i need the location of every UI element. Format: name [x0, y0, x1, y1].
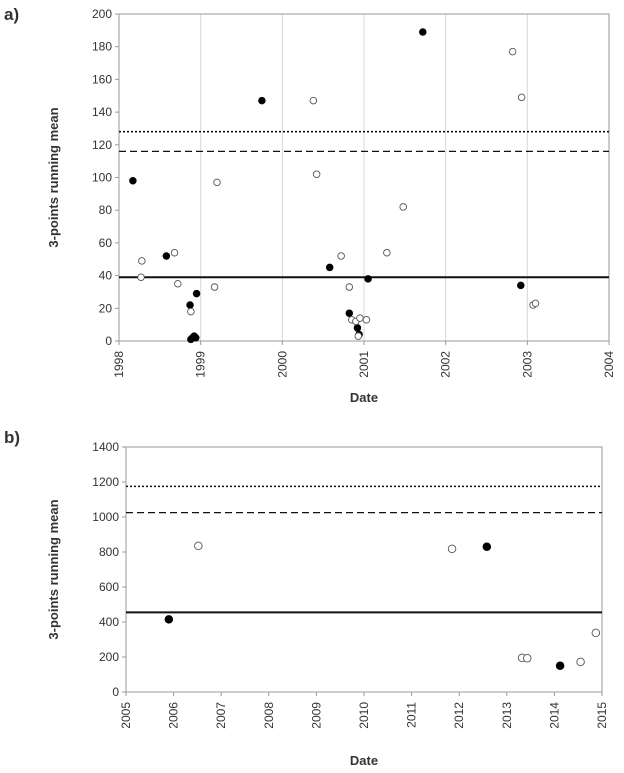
x-tick-label: 1998 [112, 351, 126, 378]
x-axis-title: Date [350, 390, 378, 405]
data-point-open [517, 93, 526, 102]
data-point-open [354, 332, 363, 340]
data-point-open [508, 47, 517, 56]
x-tick-label: 2010 [357, 702, 371, 729]
y-tick-label: 800 [99, 545, 119, 559]
y-tick-label: 0 [105, 334, 112, 348]
data-point-filled [345, 309, 354, 317]
x-tick-label: 2000 [275, 351, 289, 378]
x-tick-label: 2012 [452, 702, 466, 729]
data-point-filled [164, 615, 174, 624]
x-tick-label: 2007 [214, 702, 228, 729]
y-tick-label: 40 [99, 269, 113, 283]
data-point-open [194, 541, 203, 551]
y-tick-label: 60 [99, 236, 113, 250]
y-tick-label: 400 [99, 615, 119, 629]
x-tick-label: 1999 [194, 351, 208, 378]
data-point-open [356, 314, 364, 322]
data-point-filled [517, 281, 525, 290]
data-point-filled [162, 252, 171, 260]
data-point-open [187, 307, 195, 316]
data-point-open [399, 203, 407, 211]
data-point-open [312, 170, 321, 178]
data-point-filled [419, 28, 427, 36]
data-point-filled [364, 275, 372, 283]
data-point-open [137, 273, 145, 281]
data-point-open [383, 248, 391, 257]
y-tick-label: 120 [92, 138, 112, 152]
data-point-open [362, 315, 371, 324]
data-point-open [447, 544, 457, 554]
y-tick-label: 100 [92, 171, 112, 185]
data-point-open [531, 299, 540, 308]
x-tick-label: 2008 [262, 702, 276, 729]
x-tick-label: 2014 [547, 702, 561, 729]
data-point-open [576, 657, 585, 667]
y-tick-label: 200 [92, 7, 112, 21]
chart-panel-a: a) 0 20 40 60 80 100 120 140 160 180 200 1998 1999 200… [4, 5, 616, 405]
data-point-open [210, 283, 219, 291]
y-tick-label: 160 [92, 72, 112, 86]
x-tick-label: 2009 [309, 702, 323, 729]
data-point-filled [258, 96, 266, 105]
y-tick-label: 180 [92, 40, 112, 54]
y-tick-label: 20 [99, 301, 113, 315]
data-point-open [591, 628, 601, 638]
data-point-open [309, 96, 318, 105]
y-tick-label: 1000 [92, 510, 119, 524]
x-tick-label: 2001 [357, 351, 371, 378]
y-tick-label: 1200 [92, 475, 119, 489]
panel-label: a) [4, 5, 19, 24]
data-point-filled [482, 542, 492, 552]
x-tick-label: 2003 [520, 351, 534, 378]
y-axis-title: 3-points running mean [46, 499, 61, 639]
y-tick-label: 600 [99, 580, 119, 594]
x-tick-label: 2005 [119, 702, 133, 729]
y-tick-label: 0 [112, 685, 119, 699]
y-tick-label: 1400 [92, 440, 119, 454]
data-point-filled [129, 177, 137, 185]
data-point-filled [192, 289, 201, 298]
data-point-filled [555, 661, 565, 671]
y-tick-label: 80 [99, 203, 113, 217]
plot-area-border [125, 446, 603, 693]
data-point-open [174, 280, 182, 288]
x-tick-label: 2013 [500, 702, 514, 729]
data-point-open [213, 178, 221, 187]
x-tick-label: 2004 [602, 351, 616, 378]
data-point-open [170, 248, 179, 257]
x-tick-label: 2011 [405, 702, 419, 728]
data-point-filled [186, 301, 194, 309]
data-point-open [337, 252, 345, 260]
x-tick-label: 2002 [439, 351, 453, 378]
data-point-open [523, 653, 532, 663]
panel-label: b) [4, 428, 20, 447]
data-point-filled [325, 263, 334, 272]
data-point-open [138, 257, 146, 265]
y-tick-label: 200 [99, 650, 119, 664]
x-axis-title: Date [350, 753, 378, 768]
y-axis-title: 3-points running mean [46, 107, 61, 247]
chart-panel-b: b) 0 200 400 600 800 1000 1200 1400 2005 2006 2007 2… [4, 428, 609, 768]
data-point-filled [353, 324, 362, 332]
x-tick-label: 2006 [167, 702, 181, 729]
y-tick-label: 140 [92, 105, 112, 119]
x-tick-label: 2015 [595, 702, 609, 729]
data-point-open [345, 283, 354, 291]
data-point-filled [192, 333, 200, 342]
